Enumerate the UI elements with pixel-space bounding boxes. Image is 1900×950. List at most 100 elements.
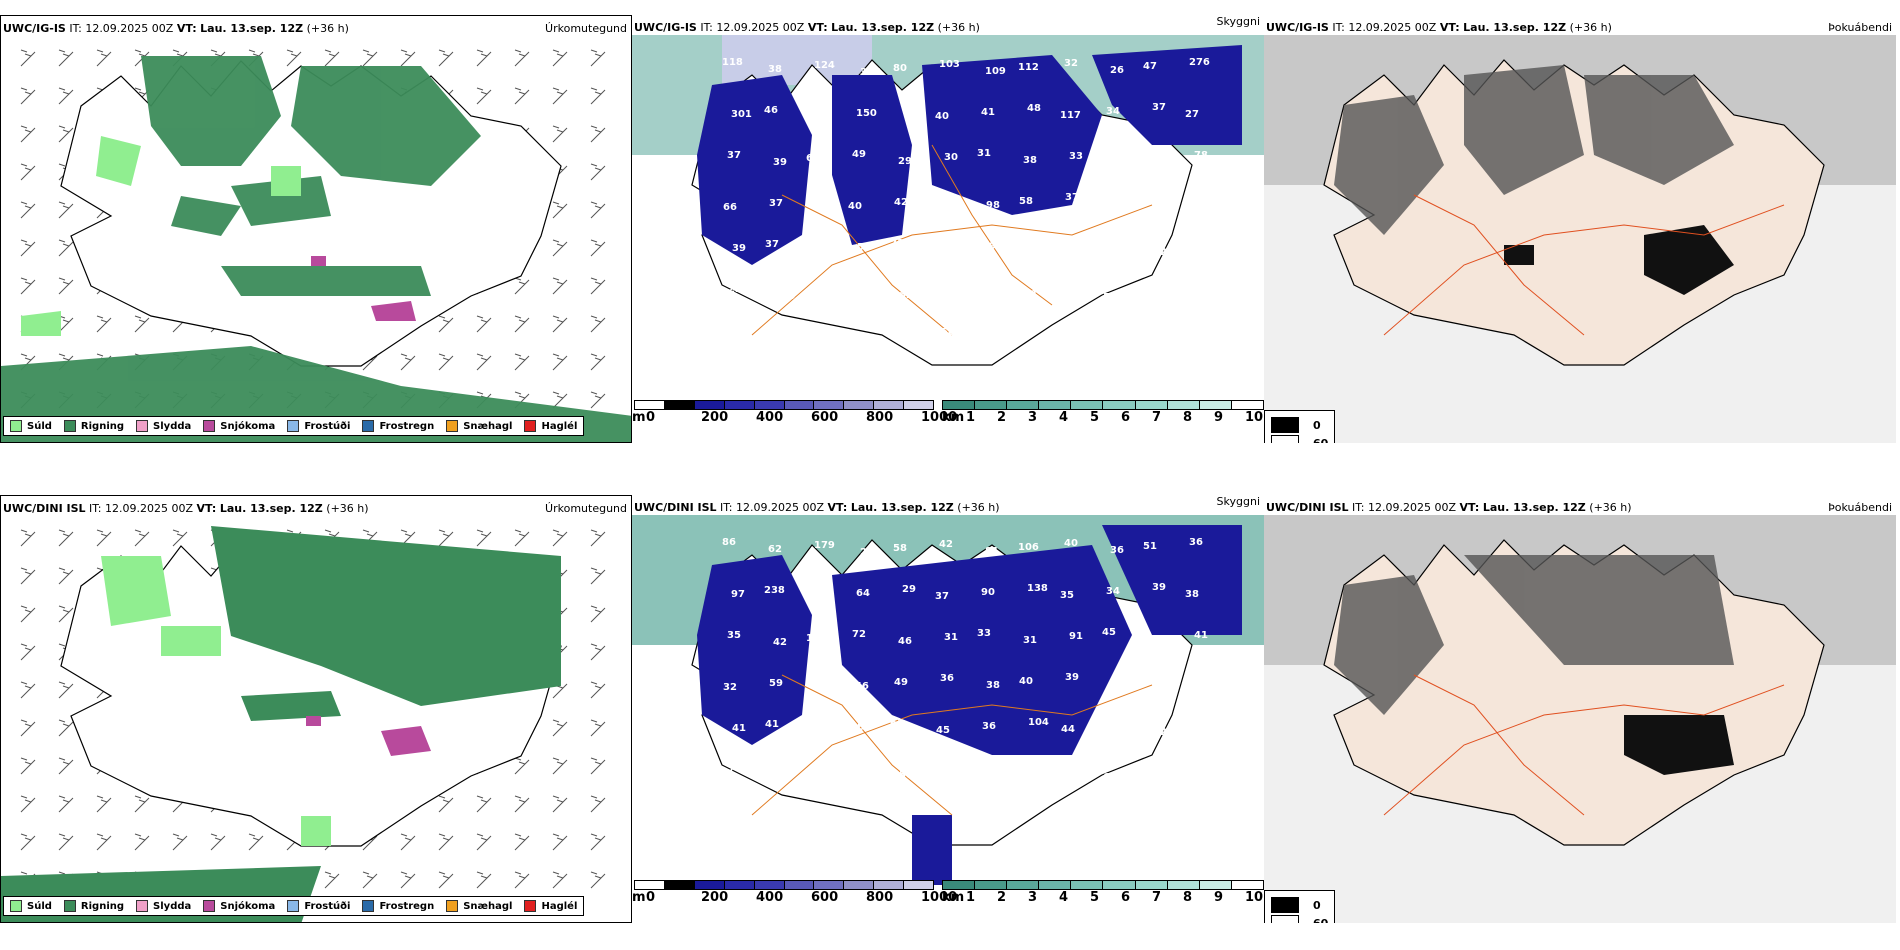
cloud-base-label: 124 (814, 60, 835, 71)
wind-barb (438, 529, 454, 547)
cloud-base-label: 64 (856, 588, 870, 599)
cloud-base-label: 106 (1018, 542, 1039, 553)
wind-barb (58, 757, 74, 775)
cloud-base-label: 46 (764, 105, 778, 116)
cloud-base-label: 102 (849, 335, 870, 346)
legend-item: Snjókoma (203, 900, 275, 912)
wind-barb (362, 49, 378, 67)
cloud-base-label: 56 (857, 242, 871, 253)
legend-item: Haglél (524, 420, 577, 432)
cloud-base-label: 41 (1194, 630, 1208, 641)
cloud-base-label: 50 (899, 770, 913, 781)
cloud-base-label: 38 (811, 246, 825, 257)
visibility-scale: km 1 2 3 4 5 6 7 8 9 10 (942, 400, 1264, 425)
legend-swatch (10, 420, 22, 432)
precip-type-map (1, 526, 606, 922)
wind-barb (590, 833, 606, 851)
cloud-base-label: 40 (848, 201, 862, 212)
cloud-base-label: 45 (936, 725, 950, 736)
legend-item: Frostúði (287, 420, 350, 432)
cloud-base-label: 40 (935, 111, 949, 122)
road-network (751, 144, 1153, 336)
wind-barb (58, 681, 74, 699)
legend-swatch (446, 900, 459, 912)
wind-barb (590, 163, 606, 181)
wind-barb (20, 833, 36, 851)
cloud-base-label: 29 (733, 377, 747, 388)
wind-barb (476, 87, 492, 105)
wind-barb (20, 201, 36, 219)
wind-barb (476, 353, 492, 371)
cloud-base-label: 112 (1018, 62, 1039, 73)
cloud-base-label: 37 (1065, 192, 1079, 203)
legend-item: Slydda (136, 420, 191, 432)
scale-tick: 6 (1121, 890, 1131, 905)
cloud-base-unit: m (632, 410, 646, 425)
cloud-base-label: 224 (860, 547, 881, 558)
cloud-base-label: 57 (1144, 675, 1158, 686)
wind-barb (58, 605, 74, 623)
scale-tick: 10 (1245, 410, 1264, 425)
wind-barb (438, 871, 454, 889)
scale-tick: 600 (811, 890, 839, 905)
wind-barb (514, 353, 530, 371)
cloud-base-label: 41 (932, 286, 946, 297)
cloud-base-label: 47 (1143, 61, 1157, 72)
wind-barb (20, 239, 36, 257)
scale-tick: 400 (756, 890, 784, 905)
visibility-panel-top: UWC/IG-IS IT: 12.09.2025 00Z VT: Lau. 13… (632, 15, 1264, 443)
cloud-base-label: 58 (1019, 196, 1033, 207)
cloud-base-label: 31 (944, 632, 958, 643)
wind-barb (438, 833, 454, 851)
wind-barb (552, 871, 568, 889)
panel-parameter: Skyggni (1216, 15, 1260, 28)
wind-barb (590, 567, 606, 585)
wind-barb (552, 391, 568, 409)
wind-barb (590, 277, 606, 295)
cloud-base-label: 55 (815, 674, 829, 685)
legend-swatch (136, 900, 149, 912)
cloud-base-label: 48 (1027, 103, 1041, 114)
wind-barb (58, 125, 74, 143)
wind-barb (134, 833, 150, 851)
legend-swatch (203, 900, 216, 912)
cloud-base-label: 59 (1103, 292, 1117, 303)
panel-header: UWC/DINI ISL IT: 12.09.2025 00Z VT: Lau.… (3, 502, 369, 515)
cloud-base-label: 104 (1028, 717, 1049, 728)
wind-barb (248, 833, 264, 851)
cloud-base-label: 80 (893, 63, 907, 74)
cloud-base-label: 53 (1190, 682, 1204, 693)
precip-type-legend: Súld Rigning Slydda Snjókoma Frostúði Frostre… (3, 896, 585, 916)
wind-barb (134, 315, 150, 333)
scale-tick: 800 (866, 890, 894, 905)
cloud-base-label: 35 (1060, 590, 1074, 601)
wind-barb (552, 315, 568, 333)
wind-barb (96, 833, 112, 851)
drizzle-areas (21, 136, 301, 336)
legend-item: Snjókoma (203, 420, 275, 432)
cloud-base-label: 49 (894, 677, 908, 688)
wind-barb (20, 757, 36, 775)
cloud-base-label: 276 (1189, 57, 1210, 68)
wind-barb (590, 239, 606, 257)
legend-item: Frostregn (362, 420, 434, 432)
wind-barb (20, 795, 36, 813)
cloud-base-label: 29 (898, 156, 912, 167)
cloud-base-label: 34 (1149, 768, 1163, 779)
cloud-base-label: 62 (899, 290, 913, 301)
wind-barb (134, 529, 150, 547)
cloud-base-label: 34 (811, 726, 825, 737)
wind-barb (590, 681, 606, 699)
scale-tick: 200 (701, 410, 729, 425)
cloud-base-label: 39 (982, 241, 996, 252)
cloud-base-label: 59 (1102, 147, 1116, 158)
scale-tick: 0 (646, 410, 656, 425)
wind-barb (476, 529, 492, 547)
scale-tick: 1 (966, 410, 976, 425)
cloud-base-label: 27 (1185, 109, 1199, 120)
cloud-base-label: 62 (768, 544, 782, 555)
cloud-base-label: 41 (732, 723, 746, 734)
wind-barb (476, 833, 492, 851)
fog-index-panel-top: UWC/IG-IS IT: 12.09.2025 00Z VT: Lau. 13… (1264, 15, 1896, 443)
scale-tick: 10 (1245, 890, 1264, 905)
